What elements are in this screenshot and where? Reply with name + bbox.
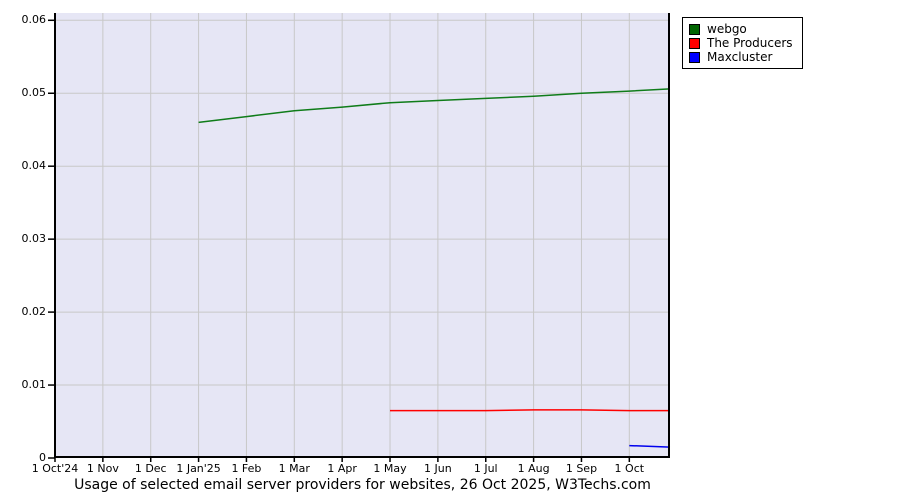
plot-background [55, 13, 670, 458]
legend-swatch-icon [689, 23, 700, 35]
x-axis-label: 1 Oct [614, 462, 645, 475]
x-axis-label: 1 Jul [473, 462, 498, 475]
legend-label: webgo [707, 22, 747, 36]
y-axis-label: 0.03 [21, 232, 47, 246]
x-axis-label: 1 Jan'25 [176, 462, 221, 475]
legend-swatch-icon [689, 37, 700, 49]
legend-item: Maxcluster [689, 50, 793, 64]
x-axis-label: 1 Sep [565, 462, 598, 475]
x-axis-label: 1 Apr [327, 462, 357, 475]
legend-swatch-icon [689, 51, 700, 63]
x-axis-label: 1 Oct'24 [31, 462, 79, 475]
legend-label: Maxcluster [707, 50, 773, 64]
x-axis-label: 1 Dec [134, 462, 167, 475]
legend-item: webgo [689, 22, 793, 36]
x-axis-label: 1 Nov [86, 462, 119, 475]
x-axis-label: 1 Mar [278, 462, 310, 475]
y-axis-label: 0.02 [21, 305, 47, 319]
legend-label: The Producers [707, 36, 793, 50]
x-axis-label: 1 Feb [231, 462, 262, 475]
y-axis-label: 0.05 [21, 86, 47, 100]
series-line-the-producers [390, 409, 670, 412]
y-axis-label: 0.04 [21, 159, 47, 173]
plot-area [48, 13, 671, 462]
legend-item: The Producers [689, 36, 793, 50]
series-line-maxcluster [629, 444, 671, 448]
x-axis-label: 1 Jun [424, 462, 452, 475]
legend: webgo The Producers Maxcluster [682, 17, 803, 69]
x-axis-label: 1 May [373, 462, 407, 475]
chart-caption: Usage of selected email server providers… [74, 477, 651, 493]
x-axis-label: 1 Aug [517, 462, 550, 475]
y-axis-label: 0.01 [21, 378, 47, 392]
y-axis-label: 0.06 [21, 13, 47, 27]
y-axis-label: 0 [39, 451, 46, 464]
series-line-webgo [198, 88, 671, 124]
